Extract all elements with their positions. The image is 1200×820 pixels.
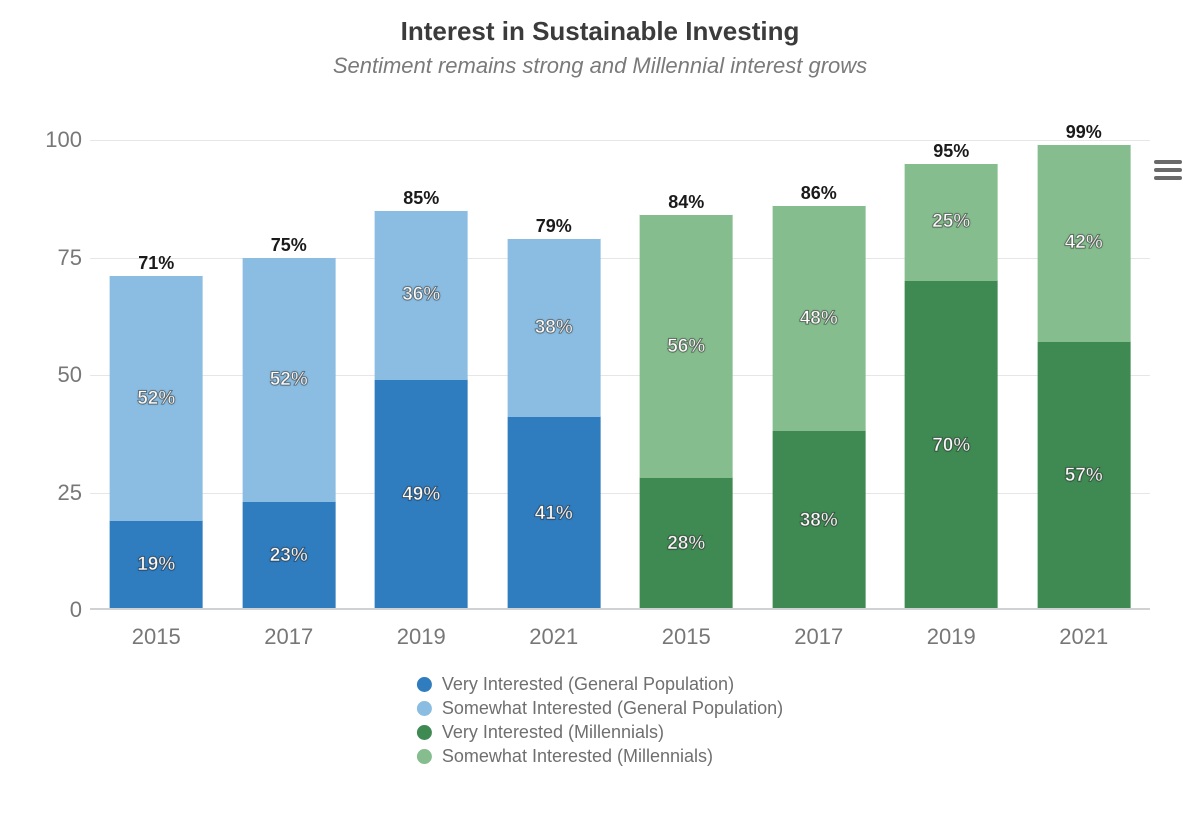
bar-total-label: 79% <box>536 216 572 237</box>
bar-segment-somewhat_mil[interactable]: 25% <box>905 163 998 282</box>
x-axis-line <box>90 608 1150 610</box>
segment-value-label: 41% <box>535 503 573 525</box>
legend-label: Very Interested (Millennials) <box>442 720 664 744</box>
bar-segment-very_gp[interactable]: 23% <box>242 501 335 610</box>
bar-segment-very_gp[interactable]: 41% <box>507 416 600 610</box>
legend-swatch-icon <box>417 677 432 692</box>
segment-value-label: 52% <box>137 388 175 410</box>
segment-value-label: 38% <box>800 510 838 532</box>
segment-value-label: 48% <box>800 308 838 330</box>
legend-swatch-icon <box>417 725 432 740</box>
bar-total-label: 75% <box>271 235 307 256</box>
bar-segment-somewhat_mil[interactable]: 48% <box>772 205 865 432</box>
bar-group: 23%52%75% <box>242 258 335 611</box>
legend-item[interactable]: Somewhat Interested (Millennials) <box>417 744 783 768</box>
legend-swatch-icon <box>417 749 432 764</box>
bar-segment-very_gp[interactable]: 49% <box>375 379 468 610</box>
chart-container: Interest in Sustainable Investing Sentim… <box>0 0 1200 820</box>
y-tick-label: 25 <box>58 480 82 506</box>
x-tick-label: 2015 <box>662 624 711 650</box>
segment-value-label: 25% <box>932 211 970 233</box>
y-tick-label: 50 <box>58 362 82 388</box>
segment-value-label: 56% <box>667 336 705 358</box>
x-tick-label: 2019 <box>397 624 446 650</box>
bar-segment-somewhat_mil[interactable]: 56% <box>640 214 733 478</box>
bar-segment-somewhat_gp[interactable]: 38% <box>507 238 600 418</box>
legend-item[interactable]: Very Interested (General Population) <box>417 672 783 696</box>
bar-segment-very_mil[interactable]: 28% <box>640 477 733 610</box>
bar-group: 38%48%86% <box>772 206 865 610</box>
chart-titles: Interest in Sustainable Investing Sentim… <box>0 16 1200 79</box>
bar-group: 28%56%84% <box>640 215 733 610</box>
bar-group: 57%42%99% <box>1037 145 1130 610</box>
bar-segment-very_mil[interactable]: 70% <box>905 280 998 610</box>
bar-segment-somewhat_gp[interactable]: 52% <box>242 257 335 502</box>
y-tick-label: 100 <box>45 127 82 153</box>
bar-total-label: 95% <box>933 141 969 162</box>
segment-value-label: 36% <box>402 284 440 306</box>
segment-value-label: 49% <box>402 484 440 506</box>
bar-segment-very_mil[interactable]: 57% <box>1037 341 1130 610</box>
segment-value-label: 38% <box>535 317 573 339</box>
segment-value-label: 57% <box>1065 465 1103 487</box>
legend-swatch-icon <box>417 701 432 716</box>
bar-group: 19%52%71% <box>110 276 203 610</box>
y-tick-label: 75 <box>58 245 82 271</box>
bar-segment-somewhat_gp[interactable]: 52% <box>110 275 203 520</box>
x-tick-label: 2021 <box>529 624 578 650</box>
segment-value-label: 70% <box>932 435 970 457</box>
bar-group: 70%25%95% <box>905 164 998 611</box>
legend-label: Somewhat Interested (General Population) <box>442 696 783 720</box>
hamburger-menu-icon[interactable] <box>1154 160 1182 180</box>
y-tick-label: 0 <box>70 597 82 623</box>
segment-value-label: 28% <box>667 533 705 555</box>
bar-total-label: 84% <box>668 192 704 213</box>
bar-segment-very_mil[interactable]: 38% <box>772 430 865 610</box>
x-tick-label: 2021 <box>1059 624 1108 650</box>
x-tick-label: 2017 <box>264 624 313 650</box>
legend: Very Interested (General Population)Some… <box>417 672 783 768</box>
x-tick-label: 2017 <box>794 624 843 650</box>
segment-value-label: 42% <box>1065 232 1103 254</box>
legend-label: Very Interested (General Population) <box>442 672 734 696</box>
bar-group: 41%38%79% <box>507 239 600 610</box>
bar-total-label: 86% <box>801 183 837 204</box>
segment-value-label: 52% <box>270 369 308 391</box>
legend-item[interactable]: Very Interested (Millennials) <box>417 720 783 744</box>
plot-area: 19% 52% 71% 23% 52% 75% 49% 36% 85% 41% 38% 79% 28% 5… <box>90 140 1150 610</box>
bar-total-label: 71% <box>138 253 174 274</box>
bar-segment-somewhat_gp[interactable]: 36% <box>375 210 468 380</box>
bar-group: 49%36%85% <box>375 211 468 611</box>
bar-total-label: 85% <box>403 188 439 209</box>
bar-segment-somewhat_mil[interactable]: 42% <box>1037 144 1130 342</box>
bar-layer: 19% 52% 71% 23% 52% 75% 49% 36% 85% 41% 38% 79% 28% 5… <box>90 140 1150 610</box>
segment-value-label: 19% <box>137 554 175 576</box>
bar-total-label: 99% <box>1066 122 1102 143</box>
chart-subtitle: Sentiment remains strong and Millennial … <box>0 53 1200 79</box>
segment-value-label: 23% <box>270 545 308 567</box>
chart-title: Interest in Sustainable Investing <box>0 16 1200 47</box>
x-tick-label: 2015 <box>132 624 181 650</box>
legend-item[interactable]: Somewhat Interested (General Population) <box>417 696 783 720</box>
bar-segment-very_gp[interactable]: 19% <box>110 520 203 610</box>
legend-label: Somewhat Interested (Millennials) <box>442 744 713 768</box>
x-tick-label: 2019 <box>927 624 976 650</box>
